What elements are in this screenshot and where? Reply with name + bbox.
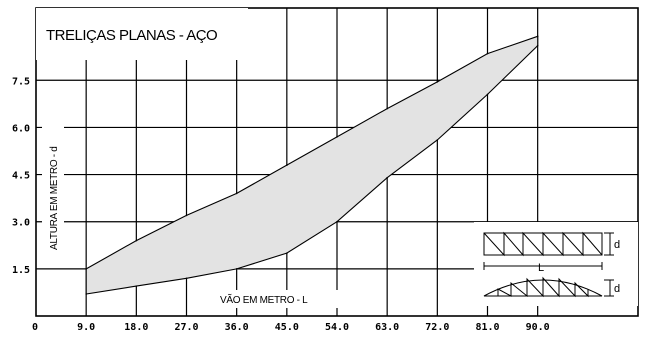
- upper-bound-point-1: [135, 239, 138, 242]
- y-tick-label-3: 6.0: [12, 123, 30, 134]
- lower-bound-point-6: [386, 176, 388, 179]
- upper-bound-point-3: [235, 192, 238, 195]
- lower-bound-point-2: [185, 277, 188, 280]
- xlabel-box: [212, 290, 352, 308]
- height-range-area: [85, 35, 539, 295]
- lower-bound-point-7: [436, 139, 439, 141]
- upper-bound-point-9: [536, 35, 539, 38]
- upper-bound-point-4: [286, 164, 288, 166]
- lower-bound-point-8: [486, 93, 489, 96]
- lower-bound-point-1: [135, 285, 138, 287]
- x-tick-label-9: 81.0: [475, 322, 499, 333]
- y-tick-label-4: 7.5: [12, 76, 30, 87]
- x-tick-label-0: 0: [32, 322, 38, 333]
- x-tick-label-3: 27.0: [174, 322, 198, 333]
- x-tick-label-6: 54.0: [325, 322, 349, 333]
- height-symbol-label: d: [614, 239, 620, 251]
- x-tick-label-5: 45.0: [275, 322, 299, 333]
- upper-bound-point-7: [436, 81, 439, 83]
- arch-height-label: d: [614, 283, 620, 295]
- arched-truss-icon: [483, 276, 603, 298]
- x-tick-label-2: 18.0: [124, 322, 148, 333]
- lower-bound-point-4: [286, 252, 288, 254]
- span-dimension-mark: [483, 262, 603, 270]
- lower-bound-point-3: [235, 268, 238, 270]
- upper-bound-point-5: [336, 136, 338, 138]
- lower-bound-point-5: [336, 220, 338, 223]
- upper-bound-point-8: [486, 52, 489, 55]
- upper-bound-point-2: [185, 214, 188, 217]
- parallel-truss-icon: [483, 231, 603, 257]
- plot-frame: [35, 7, 639, 317]
- ylabel-box: [42, 110, 64, 258]
- lower-bound-point-0: [85, 293, 87, 295]
- height-band: [85, 35, 539, 295]
- x-tick-label-10: 90.0: [526, 322, 550, 333]
- y-tick-labels: 1.5 3.0 4.5 6.0 7.5: [12, 76, 30, 276]
- y-tick-label-1: 3.0: [12, 218, 30, 229]
- x-tick-label-1: 9.0: [77, 322, 95, 333]
- arch-height-mark: [604, 279, 614, 297]
- y-tick-label-2: 4.5: [12, 171, 30, 182]
- upper-bound-point-0: [85, 268, 87, 270]
- truss-symbol-legend: d L d: [474, 222, 638, 306]
- lower-bound-point-9: [536, 44, 539, 47]
- x-tick-label-4: 36.0: [225, 322, 249, 333]
- y-axis-label: ALTURA EM METRO - d: [49, 146, 60, 250]
- x-axis-label: VÃO EM METRO - L: [220, 293, 308, 306]
- chart-title: TRELIÇAS PLANAS - AÇO: [46, 27, 217, 44]
- x-tick-labels: 0 9.0 18.0 27.0 36.0 45.0 54.0 63.0 72.0 81.0 90.0: [32, 322, 550, 333]
- x-tick-label-7: 63.0: [375, 322, 399, 333]
- y-tick-label-0: 1.5: [12, 265, 30, 276]
- upper-bound-point-6: [386, 107, 388, 110]
- x-tick-label-8: 72.0: [425, 322, 449, 333]
- height-dimension-mark: [604, 232, 614, 256]
- title-box: [36, 8, 248, 60]
- span-symbol-label: L: [538, 262, 544, 274]
